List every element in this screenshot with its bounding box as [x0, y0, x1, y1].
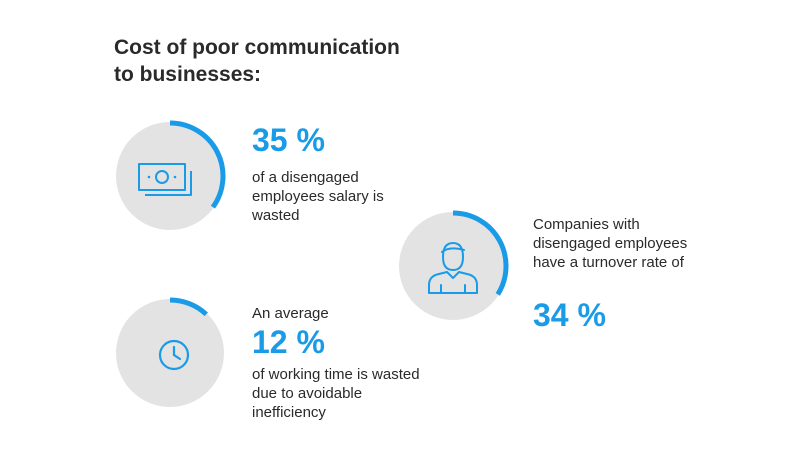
stat-value-turnover: 34 % — [533, 297, 606, 333]
person-icon — [428, 242, 478, 294]
stat-value-working-time: 12 % — [252, 324, 325, 360]
ring-background — [116, 299, 224, 407]
stat-desc-salary: of a disengaged employees salary is wast… — [252, 169, 384, 224]
stat-pre-working-time: An average — [252, 305, 329, 322]
page-title: Cost of poor communication to businesses… — [114, 36, 400, 86]
progress-ring-turnover — [399, 210, 509, 320]
ring-arc — [452, 210, 509, 296]
money-icon — [138, 163, 192, 196]
ring-background — [116, 122, 224, 230]
progress-ring-working-time — [116, 297, 224, 407]
progress-ring-salary — [116, 120, 226, 230]
clock-icon — [158, 339, 190, 371]
stat-value-salary: 35 % — [252, 122, 325, 158]
stat-desc-working-time: of working time is wasted due to avoidab… — [252, 366, 420, 421]
ring-arc — [169, 297, 208, 317]
ring-arc — [169, 120, 226, 209]
stat-pre-turnover: Companies with disengaged employees have… — [533, 216, 688, 271]
ring-background — [399, 212, 507, 320]
